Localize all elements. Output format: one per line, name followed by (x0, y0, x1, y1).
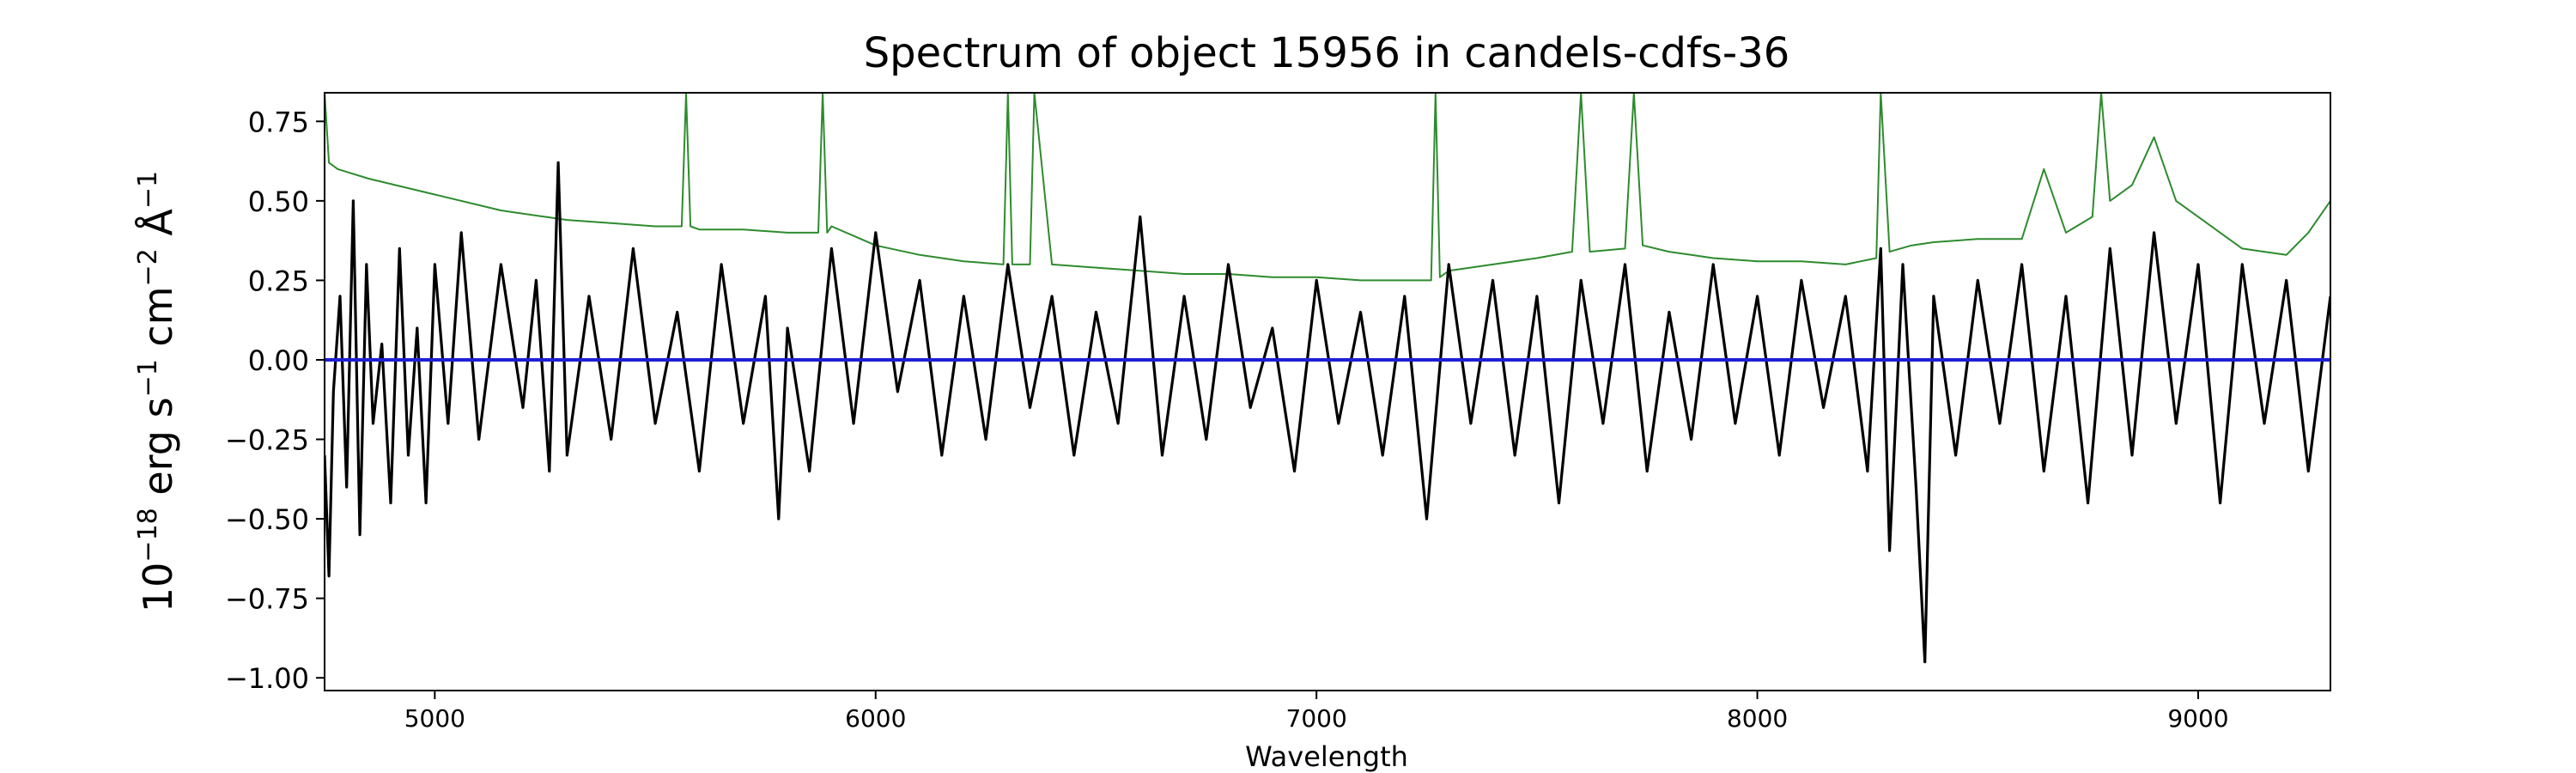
x-tick-label: 6000 (845, 704, 906, 733)
y-label-exp2: −1 (133, 359, 163, 397)
x-axis: 5000 6000 7000 8000 9000 (404, 691, 2229, 733)
x-tick-label: 9000 (2167, 704, 2228, 733)
y-tick-label: −1.00 (225, 662, 309, 695)
y-tick-label: 0.75 (248, 106, 309, 138)
y-axis-label: 10−18 erg s−1 cm−2 Å−1 (133, 171, 181, 612)
y-tick-label: −0.50 (225, 503, 309, 536)
plot-frame (324, 92, 2331, 691)
x-axis-label: Wavelength (1245, 740, 1408, 773)
y-label-exp3: −2 (133, 248, 163, 286)
y-label-text1: erg s (135, 397, 181, 508)
y-tick-label: 0.00 (248, 344, 309, 377)
error-series-line (325, 93, 2330, 282)
y-tick-label: −0.75 (225, 583, 309, 616)
y-axis: −1.00 −0.75 −0.50 −0.25 0.00 0.25 0.50 0.75 (225, 106, 325, 695)
y-label-exp4: −1 (133, 171, 163, 209)
x-tick-label: 8000 (1727, 704, 1788, 733)
x-tick-label: 5000 (404, 704, 465, 733)
flux-series-line (325, 161, 2330, 664)
y-label-text3: Å (135, 209, 181, 249)
y-label-exp1: −18 (133, 508, 163, 562)
y-label-text2: cm (135, 286, 181, 359)
y-tick-label: 0.25 (248, 265, 309, 297)
y-tick-label: −0.25 (225, 424, 309, 457)
y-label-base: 10 (135, 563, 181, 613)
y-tick-label: 0.50 (248, 186, 309, 218)
chart-title: Spectrum of object 15956 in candels-cdfs… (864, 29, 1790, 77)
plot-area (325, 93, 2330, 664)
x-tick-label: 7000 (1286, 704, 1347, 733)
